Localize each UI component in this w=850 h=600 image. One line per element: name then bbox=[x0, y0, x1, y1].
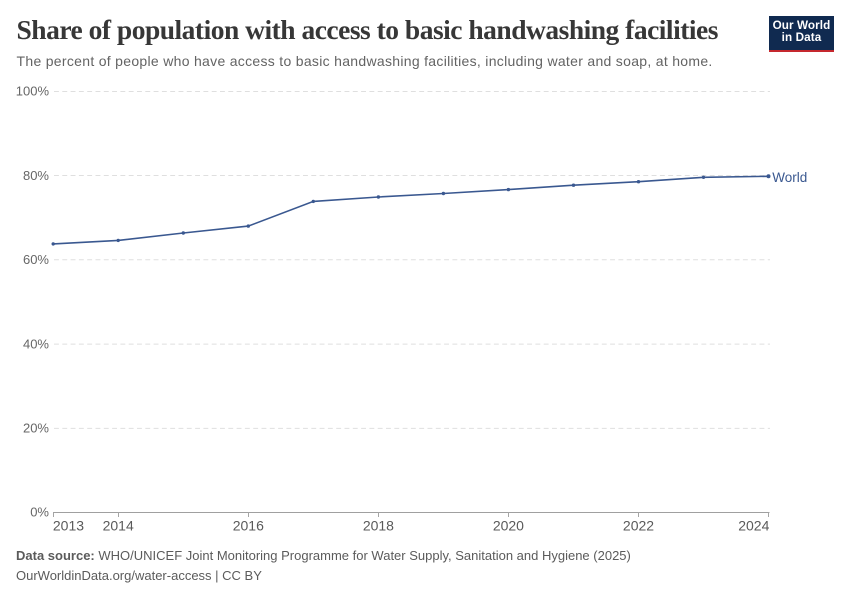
svg-text:60%: 60% bbox=[23, 252, 49, 267]
svg-text:2020: 2020 bbox=[493, 517, 524, 533]
svg-text:40%: 40% bbox=[23, 336, 49, 351]
svg-text:2014: 2014 bbox=[103, 517, 134, 533]
svg-text:The percent of people who have: The percent of people who have access to… bbox=[17, 53, 713, 69]
svg-text:80%: 80% bbox=[23, 168, 49, 183]
svg-text:2024: 2024 bbox=[738, 517, 769, 533]
svg-text:Share of population with acces: Share of population with access to basic… bbox=[17, 14, 719, 45]
svg-text:0%: 0% bbox=[30, 505, 49, 520]
svg-text:100%: 100% bbox=[16, 84, 50, 99]
svg-text:2016: 2016 bbox=[233, 517, 264, 533]
svg-text:20%: 20% bbox=[23, 421, 49, 436]
svg-text:2018: 2018 bbox=[363, 517, 394, 533]
svg-text:World: World bbox=[772, 170, 807, 185]
svg-text:2013: 2013 bbox=[53, 517, 84, 533]
svg-text:2022: 2022 bbox=[623, 517, 654, 533]
